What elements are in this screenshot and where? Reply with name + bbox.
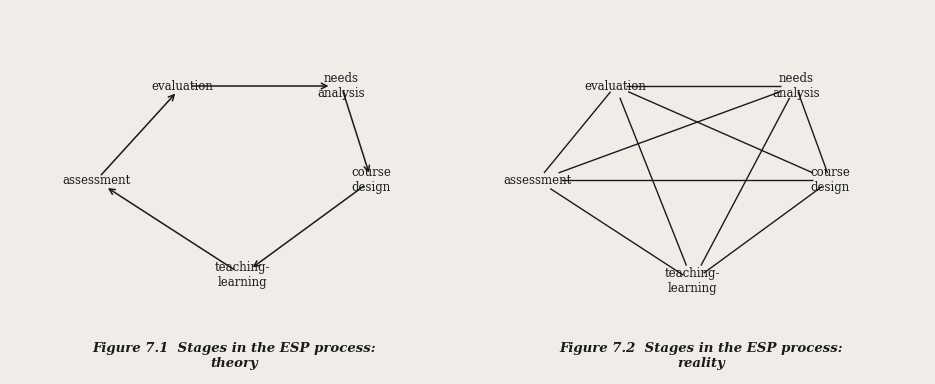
- Text: evaluation: evaluation: [584, 79, 646, 93]
- Text: Figure 7.2  Stages in the ESP process:
reality: Figure 7.2 Stages in the ESP process: re…: [559, 342, 843, 370]
- Text: assessment: assessment: [62, 174, 130, 187]
- Text: needs
analysis: needs analysis: [318, 72, 365, 100]
- Text: Figure 7.1  Stages in the ESP process:
theory: Figure 7.1 Stages in the ESP process: th…: [92, 342, 376, 370]
- Text: course
design: course design: [811, 167, 850, 194]
- Text: assessment: assessment: [504, 174, 572, 187]
- Text: course
design: course design: [352, 167, 392, 194]
- Text: needs
analysis: needs analysis: [772, 72, 820, 100]
- Text: teaching-
learning: teaching- learning: [215, 261, 270, 289]
- Text: teaching-
learning: teaching- learning: [665, 267, 720, 295]
- Text: evaluation: evaluation: [151, 79, 213, 93]
